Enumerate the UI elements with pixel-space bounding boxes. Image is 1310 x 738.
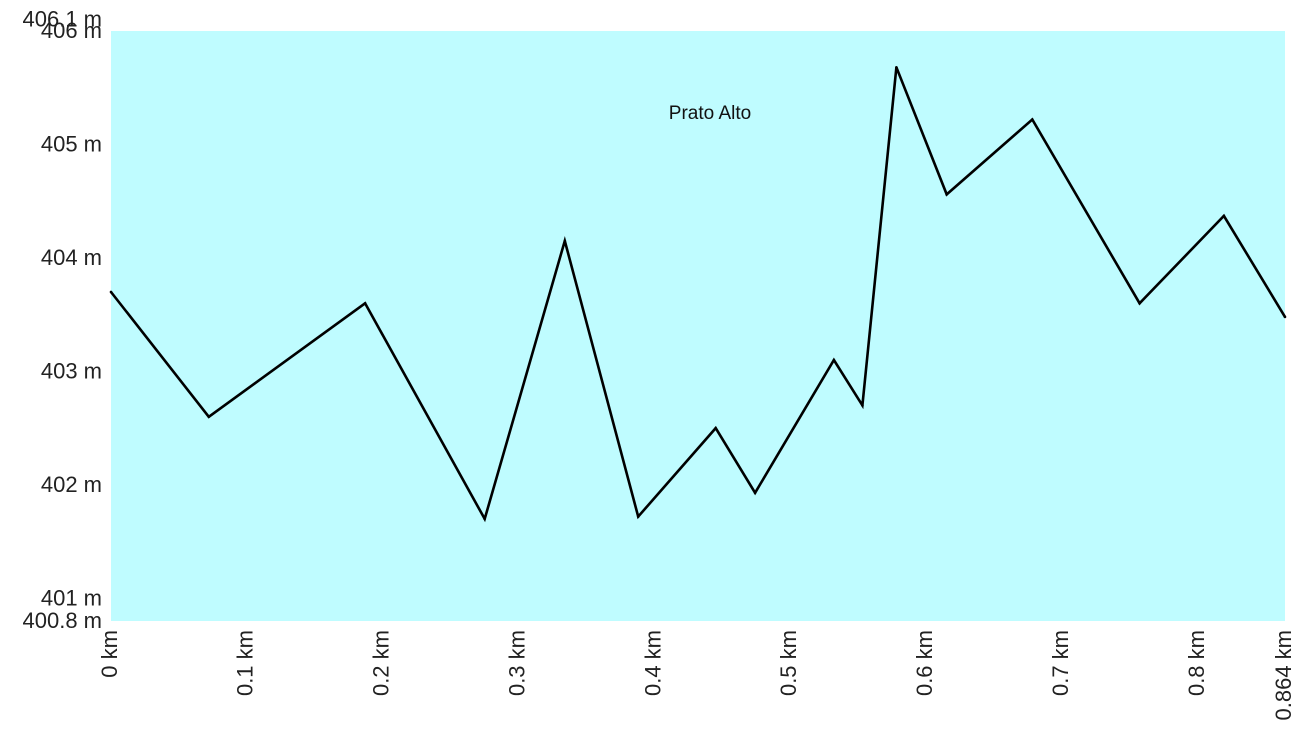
x-tick-label: 0.8 km	[1184, 630, 1209, 696]
y-tick-label: 400.8 m	[23, 608, 103, 633]
data-point	[832, 358, 836, 362]
data-point	[895, 66, 898, 69]
x-tick-label: 0.2 km	[369, 630, 394, 696]
x-tick-label: 0 km	[97, 630, 122, 678]
data-point	[1283, 315, 1287, 319]
data-point	[636, 515, 640, 518]
x-tick-label: 0.1 km	[233, 630, 258, 696]
series-group	[109, 66, 1287, 523]
chart-title: Prato Alto	[669, 103, 751, 124]
plot-area	[111, 31, 1285, 621]
x-tick-label: 0.4 km	[640, 630, 665, 696]
x-axis-ticks: 0 km 0.1 km 0.2 km 0.3 km 0.4 km 0.5 km 0.6 km…	[97, 630, 1296, 721]
data-point	[207, 415, 211, 419]
data-point	[945, 193, 948, 196]
x-tick-label: 0.7 km	[1048, 630, 1073, 696]
y-tick-label: 403 m	[41, 358, 102, 383]
y-tick-label: 405 m	[41, 131, 102, 156]
data-point	[363, 302, 367, 305]
x-tick-label: 0.3 km	[504, 630, 529, 696]
y-tick-label: 401 m	[41, 585, 102, 610]
y-tick-label: 406.1 m	[23, 7, 103, 32]
data-point	[563, 239, 567, 243]
data-point	[1030, 118, 1034, 121]
y-tick-label: 404 m	[41, 245, 102, 270]
y-tick-label: 406 m	[41, 18, 102, 43]
data-point	[1138, 302, 1141, 305]
data-point	[483, 517, 486, 521]
x-tick-label: 0.6 km	[912, 630, 937, 696]
y-tick-label: 402 m	[41, 472, 102, 497]
data-point	[753, 491, 757, 495]
x-tick-label: 0.864 km	[1271, 630, 1296, 721]
data-point	[714, 426, 717, 430]
data-point	[1222, 214, 1226, 218]
data-point	[861, 404, 864, 407]
data-point	[109, 290, 113, 294]
elevation-line	[109, 66, 1287, 523]
x-tick-label: 0.5 km	[776, 630, 801, 696]
